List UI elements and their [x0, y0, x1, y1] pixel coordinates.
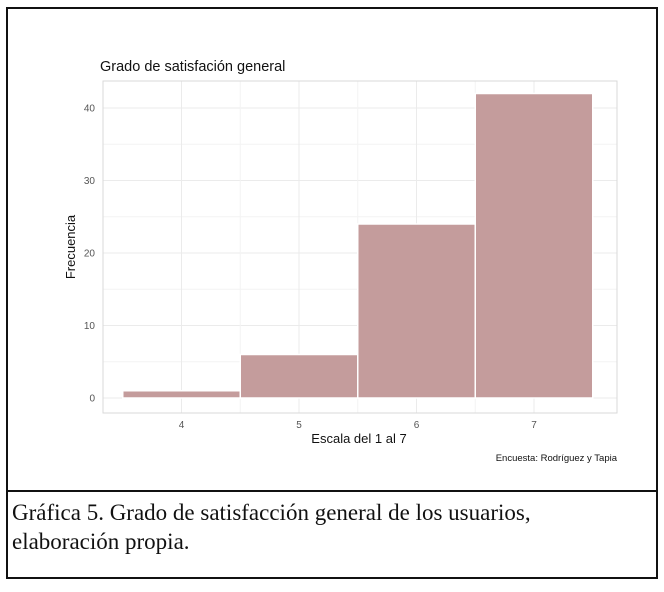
histogram-bar-5	[239, 353, 359, 399]
figure-frame	[6, 7, 658, 579]
caption-line-1: Gráfica 5. Grado de satisfacción general…	[12, 500, 531, 525]
chart-title: Grado de satisfación general	[100, 59, 285, 75]
histogram-bar-7	[474, 92, 594, 399]
y-tick-label: 20	[84, 249, 96, 260]
figure-caption: Gráfica 5. Grado de satisfacción general…	[12, 498, 642, 556]
y-tick-label: 10	[84, 321, 96, 332]
histogram-bar-6	[357, 223, 476, 399]
caption-line-2: elaboración propia.	[12, 529, 190, 554]
plot-panel-border	[102, 80, 618, 414]
y-tick-label: 40	[84, 104, 96, 115]
x-tick-label: 6	[414, 420, 420, 431]
x-tick-label: 4	[179, 420, 185, 431]
caption-divider	[8, 490, 656, 492]
y-axis-label: Frecuencia	[63, 214, 78, 279]
bars	[122, 92, 594, 399]
source-note: Encuesta: Rodríguez y Tapia	[496, 453, 618, 464]
histogram-bar-4	[122, 390, 241, 399]
y-tick-label: 0	[89, 394, 95, 405]
tick-labels: 0 10 20 30 40 4 5 6 7	[84, 104, 537, 432]
x-tick-label: 5	[296, 420, 302, 431]
y-tick-label: 30	[84, 176, 96, 187]
x-axis-label: Escala del 1 al 7	[311, 431, 406, 446]
x-tick-label: 7	[531, 420, 537, 431]
